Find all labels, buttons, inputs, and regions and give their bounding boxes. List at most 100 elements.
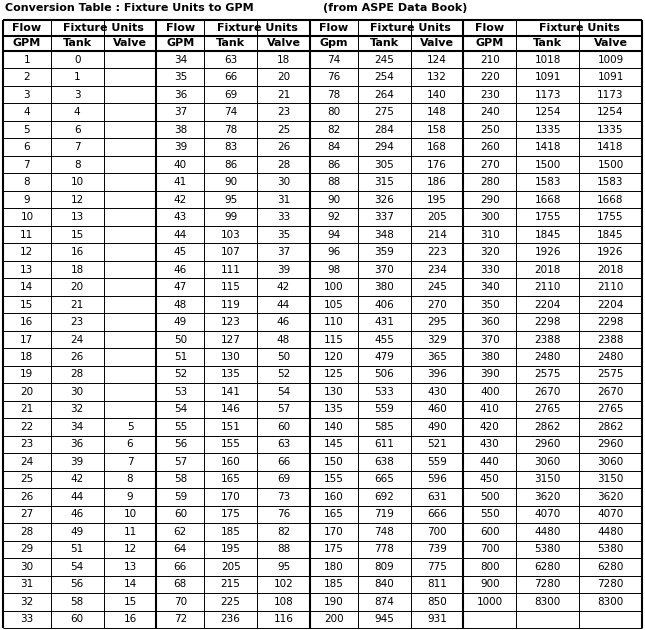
Text: 3: 3 [74,89,81,100]
Text: 39: 39 [277,265,290,275]
Text: 38: 38 [174,125,187,135]
Text: 533: 533 [374,387,394,397]
Text: 1335: 1335 [535,125,561,135]
Text: 115: 115 [324,335,344,345]
Text: 52: 52 [277,369,290,379]
Text: 11: 11 [123,527,137,537]
Text: 82: 82 [327,125,341,135]
Text: 631: 631 [427,492,447,502]
Text: 270: 270 [480,159,500,169]
Text: 58: 58 [70,597,84,607]
Text: 34: 34 [70,422,84,432]
Text: 24: 24 [20,457,34,467]
Text: 175: 175 [221,509,241,519]
Text: GPM: GPM [166,38,195,49]
Text: 23: 23 [20,439,34,449]
Text: 165: 165 [221,474,241,484]
Text: 69: 69 [224,89,237,100]
Text: Valve: Valve [266,38,301,49]
Text: 37: 37 [174,107,187,117]
Text: 410: 410 [480,404,500,415]
Text: 145: 145 [324,439,344,449]
Text: GPM: GPM [13,38,41,49]
Text: 37: 37 [277,247,290,257]
Text: 1755: 1755 [597,212,624,222]
Text: 130: 130 [221,352,241,362]
Text: 315: 315 [374,177,394,187]
Text: 107: 107 [221,247,241,257]
Text: 380: 380 [374,282,394,292]
Text: 739: 739 [427,544,447,554]
Text: 1018: 1018 [535,55,561,65]
Text: 6: 6 [74,125,81,135]
Text: 14: 14 [20,282,34,292]
Text: 2: 2 [24,72,30,83]
Text: 66: 66 [174,562,187,572]
Text: 440: 440 [480,457,500,467]
Text: 108: 108 [273,597,293,607]
Text: 95: 95 [224,195,237,205]
Text: 1845: 1845 [597,229,624,239]
Text: 132: 132 [427,72,447,83]
Text: 305: 305 [374,159,394,169]
Text: 26: 26 [70,352,84,362]
Text: 195: 195 [427,195,447,205]
Text: 290: 290 [480,195,500,205]
Text: 94: 94 [327,229,341,239]
Text: 45: 45 [174,247,187,257]
Text: 63: 63 [277,439,290,449]
Text: 748: 748 [374,527,394,537]
Text: 36: 36 [70,439,84,449]
Text: 1418: 1418 [535,142,561,152]
Text: 127: 127 [221,335,241,345]
Text: 98: 98 [327,265,341,275]
Text: 86: 86 [327,159,341,169]
Text: 7280: 7280 [535,580,561,589]
Text: 264: 264 [374,89,394,100]
Text: 78: 78 [224,125,237,135]
Text: 390: 390 [480,369,500,379]
Text: 406: 406 [374,299,394,309]
Text: 21: 21 [20,404,34,415]
Text: 900: 900 [480,580,500,589]
Text: 5: 5 [126,422,134,432]
Text: 2960: 2960 [597,439,624,449]
Text: 320: 320 [480,247,500,257]
Text: 16: 16 [20,317,34,327]
Text: 6: 6 [126,439,134,449]
Text: 7: 7 [74,142,81,152]
Text: 52: 52 [174,369,187,379]
Text: 330: 330 [480,265,500,275]
Text: 236: 236 [221,614,241,624]
Text: 230: 230 [480,89,500,100]
Text: 47: 47 [174,282,187,292]
Text: 245: 245 [374,55,394,65]
Text: 20: 20 [21,387,34,397]
Text: 7: 7 [126,457,134,467]
Text: 3620: 3620 [597,492,624,502]
Text: Conversion Table : Fixture Units to GPM: Conversion Table : Fixture Units to GPM [5,3,253,13]
Text: 8: 8 [126,474,134,484]
Text: 1755: 1755 [535,212,561,222]
Text: 775: 775 [427,562,447,572]
Text: 521: 521 [427,439,447,449]
Text: 10: 10 [71,177,84,187]
Text: 31: 31 [20,580,34,589]
Text: 700: 700 [427,527,447,537]
Text: 2110: 2110 [597,282,624,292]
Text: 186: 186 [427,177,447,187]
Text: 12: 12 [123,544,137,554]
Text: 44: 44 [70,492,84,502]
Text: 160: 160 [221,457,241,467]
Text: 8300: 8300 [535,597,561,607]
Text: 27: 27 [20,509,34,519]
Text: 10: 10 [123,509,137,519]
Text: 2670: 2670 [535,387,561,397]
Text: 214: 214 [427,229,447,239]
Text: 6280: 6280 [535,562,561,572]
Text: 26: 26 [277,142,290,152]
Text: 48: 48 [174,299,187,309]
Text: 44: 44 [277,299,290,309]
Text: 25: 25 [277,125,290,135]
Text: 1583: 1583 [597,177,624,187]
